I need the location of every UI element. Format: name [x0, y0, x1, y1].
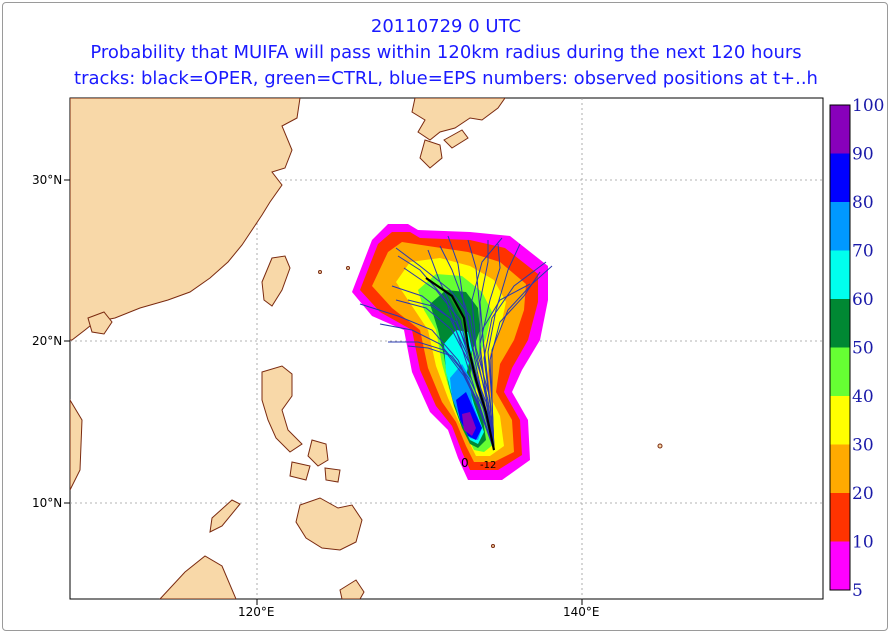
track-start-label: 0 [461, 456, 469, 470]
japan-land [411, 98, 506, 141]
oper-track [425, 277, 496, 451]
colorbar-label-5: 5 [852, 581, 863, 601]
mindanao-land [295, 497, 363, 551]
colorbar: 5 10 20 30 40 50 60 70 80 90 100 [829, 96, 884, 601]
colorbar-label-90: 90 [852, 145, 874, 165]
colorbar-label-80: 80 [852, 193, 874, 213]
colorbar-band-50 [830, 299, 850, 348]
colorbar-label-10: 10 [852, 533, 874, 553]
axis-ticks [64, 179, 583, 605]
colorbar-band-90 [830, 105, 850, 154]
colorbar-band-80 [830, 153, 850, 202]
hainan-land [87, 311, 113, 335]
date-title: 20110729 0 UTC [370, 16, 522, 37]
colorbar-band-40 [830, 347, 850, 396]
colorbar-label-50: 50 [852, 339, 874, 359]
colorbar-label-70: 70 [852, 242, 874, 262]
colorbar-band-5 [830, 541, 850, 590]
japan-kyushu [419, 139, 443, 169]
track-obs-label: -12 [480, 460, 496, 471]
colorbar-band-30 [830, 396, 850, 445]
colorbar-label-100: 100 [852, 96, 884, 116]
colorbar-band-70 [830, 202, 850, 251]
colorbar-band-60 [830, 250, 850, 299]
taiwan-land [261, 255, 291, 307]
lon-label-120e: 120°E [238, 605, 275, 619]
colorbar-label-20: 20 [852, 484, 874, 504]
colorbar-border [829, 104, 851, 591]
probability-title: Probability that MUIFA will pass within … [90, 42, 802, 63]
lat-label-20n: 20°N [32, 334, 62, 348]
colorbar-band-10 [830, 493, 850, 542]
prob-90 [462, 412, 476, 436]
luzon-land [261, 365, 303, 453]
land [70, 98, 663, 599]
colorbar-band-20 [830, 444, 850, 493]
lat-label-30n: 30°N [32, 173, 62, 187]
lon-label-140e: 140°E [563, 605, 600, 619]
colorbar-label-40: 40 [852, 387, 874, 407]
colorbar-label-30: 30 [852, 436, 874, 456]
tracks-legend-title: tracks: black=OPER, green=CTRL, blue=EPS… [74, 68, 818, 89]
colorbar-label-60: 60 [852, 290, 874, 310]
lat-label-10n: 10°N [32, 496, 62, 510]
